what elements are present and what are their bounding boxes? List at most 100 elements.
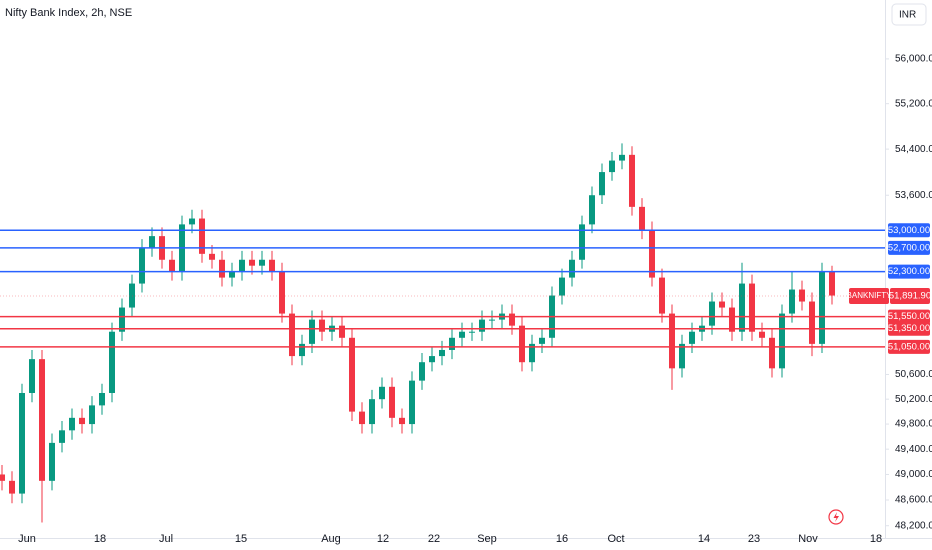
candle-body	[709, 301, 715, 326]
symbol-tag	[849, 288, 889, 305]
candle-body	[749, 283, 755, 332]
y-tick-label: 49,800.00	[895, 419, 932, 430]
candle-body	[659, 277, 665, 314]
candle-body	[579, 224, 585, 260]
candle-body	[259, 259, 265, 266]
candle-body	[779, 313, 785, 369]
candle-body	[649, 230, 655, 278]
candle-body	[319, 319, 325, 332]
candle-body	[639, 206, 645, 231]
candle-body	[489, 319, 495, 321]
candle-body	[149, 236, 155, 248]
y-tick-label: 49,400.00	[895, 444, 932, 455]
level-tag	[888, 309, 930, 324]
chart-title: Nifty Bank Index, 2h, NSE	[5, 7, 132, 19]
candle-body	[279, 271, 285, 314]
x-tick-label: Jun	[18, 533, 36, 545]
candle-body	[349, 337, 355, 412]
candle-body	[789, 289, 795, 314]
level-tag	[888, 240, 930, 255]
candle-body	[459, 331, 465, 338]
candle-body	[339, 325, 345, 338]
y-tick-label: 56,000.00	[895, 54, 932, 65]
y-tick-label: 50,600.00	[895, 369, 932, 380]
candle-body	[139, 247, 145, 284]
candle-body	[429, 356, 435, 363]
candle-body	[809, 301, 815, 344]
x-tick-label: 16	[556, 533, 568, 545]
candle-body	[529, 343, 535, 363]
candle-body	[419, 362, 425, 381]
level-label: 51,050.00	[888, 341, 930, 352]
candle-body	[569, 259, 575, 278]
candle-body	[759, 331, 765, 338]
candle-body	[229, 271, 235, 278]
last-price-label: 51,891.90	[889, 291, 931, 302]
x-tick-label: 22	[428, 533, 440, 545]
y-tick-label: 54,400.00	[895, 144, 932, 155]
candle-body	[729, 307, 735, 332]
currency-button[interactable]	[891, 3, 927, 26]
lightning-icon[interactable]	[828, 509, 844, 525]
candle-body	[109, 331, 115, 393]
candle-body	[449, 337, 455, 350]
level-tag	[888, 321, 930, 336]
candle-body	[0, 474, 5, 481]
candle-body	[79, 417, 85, 425]
candle-body	[89, 405, 95, 425]
y-tick-label: 50,200.00	[895, 394, 932, 405]
x-tick-label: 12	[377, 533, 389, 545]
candle-body	[379, 386, 385, 400]
x-tick-label: 18	[870, 533, 882, 545]
candle-body	[669, 313, 675, 369]
candle-body	[409, 380, 415, 425]
candle-body	[19, 392, 25, 494]
candle-body	[119, 307, 125, 332]
candle-body	[389, 386, 395, 418]
candle-body	[299, 343, 305, 357]
x-tick-label: Aug	[321, 533, 341, 545]
candle-body	[289, 313, 295, 357]
candle-body	[399, 417, 405, 425]
level-label: 52,300.00	[888, 266, 930, 277]
candle-body	[539, 337, 545, 344]
y-tick-label: 53,600.00	[895, 190, 932, 201]
candle-body	[519, 325, 525, 363]
level-tag	[888, 339, 930, 354]
candle-body	[509, 313, 515, 326]
level-label: 52,700.00	[888, 242, 930, 253]
candle-body	[39, 359, 45, 481]
candle-body	[619, 154, 625, 161]
candle-body	[309, 319, 315, 344]
x-tick-label: Sep	[477, 533, 497, 545]
y-tick-label: 49,000.00	[895, 469, 932, 480]
candle-body	[689, 331, 695, 344]
candle-body	[189, 218, 195, 225]
candle-body	[29, 359, 35, 393]
candle-body	[589, 195, 595, 225]
candle-body	[209, 253, 215, 260]
x-tick-label: Oct	[607, 533, 624, 545]
candle-body	[99, 392, 105, 406]
x-tick-label: Nov	[798, 533, 818, 545]
level-tag	[888, 264, 930, 279]
candle-body	[559, 277, 565, 296]
candle-body	[269, 259, 275, 272]
candle-body	[199, 218, 205, 254]
candle-body	[599, 172, 605, 196]
candle-body	[819, 271, 825, 344]
y-tick-label: 48,600.00	[895, 495, 932, 506]
candle-body	[219, 259, 225, 278]
candle-body	[49, 442, 55, 481]
level-tag	[888, 223, 930, 238]
candle-body	[739, 283, 745, 332]
candle-body	[719, 301, 725, 308]
last-price-tag	[890, 288, 930, 305]
x-tick-label: 23	[748, 533, 760, 545]
x-tick-label: 18	[94, 533, 106, 545]
symbol-tag-label: BANKNIFTY	[847, 291, 893, 300]
candle-body	[249, 259, 255, 266]
candle-body	[239, 259, 245, 272]
